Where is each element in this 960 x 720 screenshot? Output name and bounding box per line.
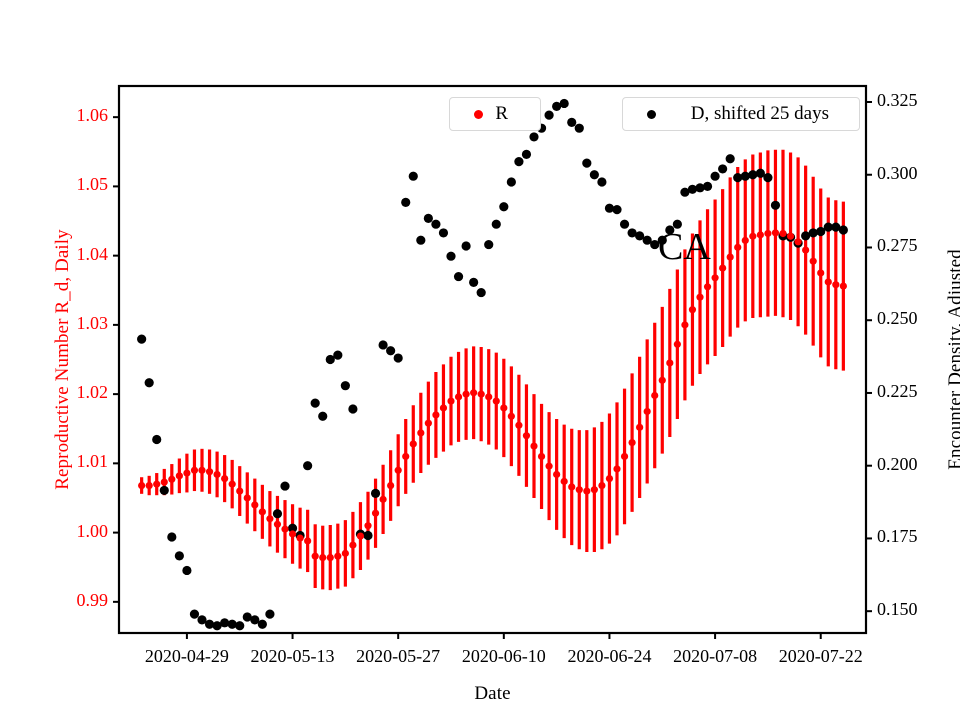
r-errorbars [140,149,845,591]
legend-label-r: R [495,103,508,124]
left-axis-label: Reproductive Number R_d, Daily [52,229,73,490]
x-tick-label: 2020-07-08 [673,646,758,666]
right-tick-label: 0.150 [877,599,918,620]
x-tick-label: 2020-05-27 [356,646,441,666]
x-tick-label: 2020-06-10 [461,646,546,666]
axes-frame [117,84,868,635]
left-tick-label: 1.02 [76,382,109,403]
left-tick-label: 1.04 [76,243,109,264]
x-tick-label: 2020-06-24 [567,646,652,666]
right-tick-label: 0.175 [877,526,918,547]
legend-label-d: D, shifted 25 days [690,103,829,124]
legend-marker-d-dot [647,109,656,119]
right-tick-label: 0.250 [877,308,918,329]
left-tick-label: 1.03 [76,312,109,333]
right-tick-label: 0.225 [877,380,918,401]
legend-marker-r-dot [474,109,483,119]
x-tick-label: 2020-07-22 [778,646,863,666]
x-tick-label: 2020-04-29 [144,646,229,666]
legend-entry-d[interactable]: D, shifted 25 days [622,97,860,131]
right-tick-label: 0.325 [877,90,918,110]
region-annotation-ca: CA [658,226,711,268]
x-tick-label: 2020-05-13 [250,646,335,666]
left-tick-label: 1.06 [76,105,109,126]
right-tick-label: 0.200 [877,453,918,474]
right-axis-label: Encounter Density, Adjusted [945,249,960,470]
left-tick-label: 1.01 [76,451,109,472]
left-tick-label: 0.99 [76,589,109,610]
tick-marks [113,101,872,639]
right-tick-label: 0.275 [877,235,918,256]
right-tick-label: 0.300 [877,162,918,183]
r-series-points [138,229,847,562]
left-tick-label: 1.00 [76,520,109,541]
left-tick-label: 1.05 [76,174,109,195]
d-series-points [137,98,848,631]
legend-entry-r[interactable]: R [449,97,541,131]
x-axis-label: Date [474,683,511,704]
